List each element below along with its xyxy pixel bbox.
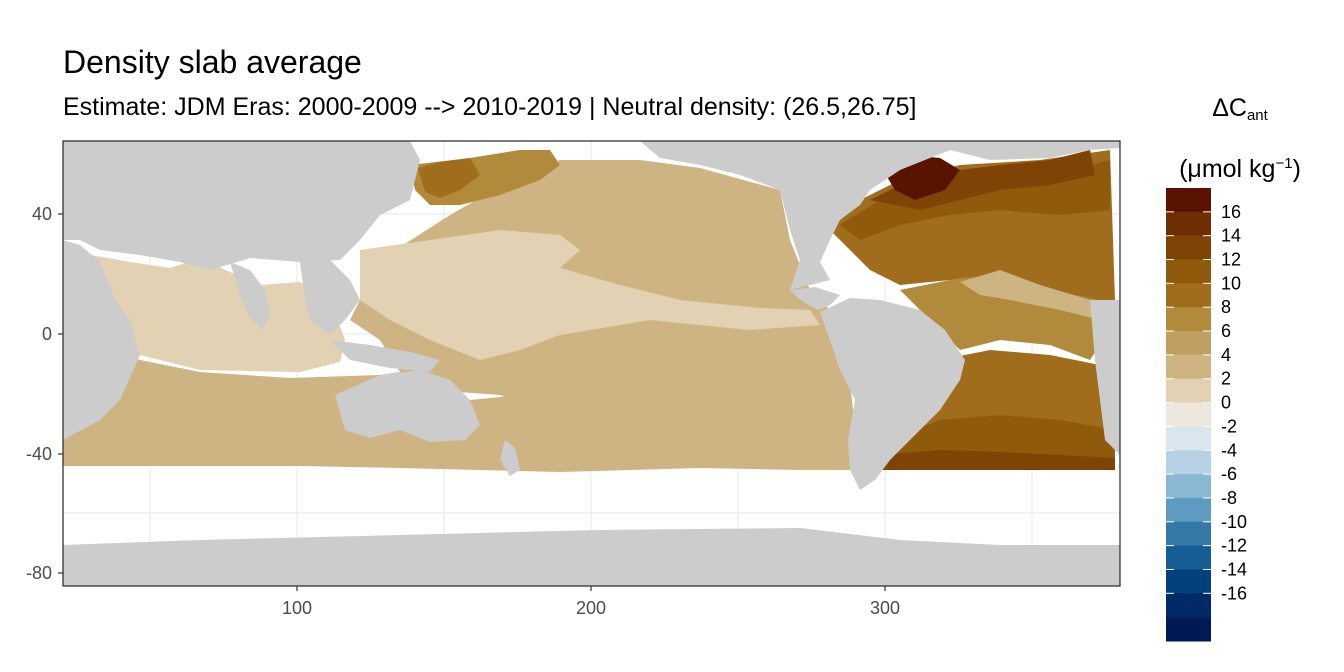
legend-color-swatch bbox=[1166, 378, 1211, 404]
legend-tick-label: -12 bbox=[1221, 536, 1247, 556]
legend-tick-label: 16 bbox=[1221, 202, 1241, 222]
australia bbox=[335, 370, 480, 442]
legend-tick-label: -10 bbox=[1221, 512, 1247, 532]
map-panel bbox=[63, 141, 1120, 586]
legend-tick-label: -2 bbox=[1221, 416, 1237, 436]
africa-east bbox=[63, 240, 140, 440]
legend-tick-label: -4 bbox=[1221, 440, 1237, 460]
y-tick-label: -40 bbox=[26, 444, 52, 464]
central-america bbox=[790, 287, 840, 310]
india bbox=[230, 262, 270, 330]
legend-symbol-sub: ant bbox=[1246, 107, 1268, 124]
legend-color-swatch bbox=[1166, 569, 1211, 594]
legend-tick-label: 0 bbox=[1221, 393, 1231, 413]
legend-symbol: ΔCant bbox=[1150, 84, 1330, 140]
legend-color-swatch bbox=[1166, 307, 1211, 332]
plot-subtitle: Estimate: JDM Eras: 2000-2009 --> 2010-2… bbox=[63, 93, 917, 121]
eurasia-africa bbox=[63, 141, 420, 270]
legend-tick-label: 10 bbox=[1221, 273, 1241, 293]
y-tick-label: 40 bbox=[32, 204, 52, 224]
plot-title: Density slab average bbox=[63, 44, 362, 80]
y-tick-label: -80 bbox=[26, 563, 52, 583]
legend-tick-labels: 16 14 12 10 8 6 4 2 0 -2 -4 -6 -8 -10 -12 -14 -16 bbox=[1221, 202, 1247, 603]
legend-tick-label: 8 bbox=[1221, 297, 1231, 317]
legend-tick-label: -14 bbox=[1221, 559, 1247, 579]
legend-unit-sup: −1 bbox=[1275, 155, 1293, 172]
legend-color-swatch bbox=[1166, 450, 1211, 475]
x-tick-label: 300 bbox=[870, 598, 900, 618]
legend-color-swatch bbox=[1166, 474, 1211, 499]
legend-symbol-text: ΔC bbox=[1212, 94, 1247, 122]
legend-color-swatch bbox=[1166, 211, 1211, 237]
axis-ticks bbox=[58, 213, 886, 591]
legend-tick-label: -8 bbox=[1221, 488, 1237, 508]
legend-color-swatch bbox=[1166, 617, 1211, 642]
antarctica bbox=[63, 528, 1120, 586]
legend-color-swatch bbox=[1166, 354, 1211, 380]
legend-tick-label: -6 bbox=[1221, 464, 1237, 484]
atlantic-light-tongue bbox=[960, 270, 1100, 320]
kuroshio-core bbox=[418, 158, 480, 198]
legend-unit-suffix: ) bbox=[1292, 155, 1301, 183]
legend-color-swatch bbox=[1166, 259, 1211, 284]
legend-tick-label: 14 bbox=[1221, 226, 1241, 246]
legend-unit: (μmol kg−1) bbox=[1150, 140, 1330, 193]
land-masses bbox=[63, 141, 1120, 586]
legend-color-swatch bbox=[1166, 402, 1211, 427]
south-america bbox=[820, 298, 965, 490]
legend-color-swatch bbox=[1166, 188, 1211, 213]
legend-color-swatch bbox=[1166, 545, 1211, 570]
legend-color-swatch bbox=[1166, 593, 1211, 618]
y-tick-label: 0 bbox=[42, 324, 52, 344]
legend-tick-label: 2 bbox=[1221, 369, 1231, 389]
x-tick-label: 200 bbox=[576, 598, 606, 618]
legend-color-swatch bbox=[1166, 426, 1211, 451]
legend-unit-prefix: (μmol kg bbox=[1179, 155, 1276, 183]
legend-tick-label: 12 bbox=[1221, 250, 1241, 270]
legend-colorbar bbox=[1166, 188, 1211, 642]
greenland bbox=[960, 141, 1060, 155]
new-zealand bbox=[500, 440, 520, 476]
pacific-tropical bbox=[360, 230, 820, 360]
legend-tick-label: 4 bbox=[1221, 345, 1231, 365]
southeast-asia bbox=[300, 260, 360, 335]
legend-tick-label: -16 bbox=[1221, 583, 1247, 603]
legend-color-swatch bbox=[1166, 283, 1211, 308]
indonesia bbox=[330, 340, 440, 372]
africa-west-coast bbox=[1090, 300, 1120, 455]
legend-color-swatch bbox=[1166, 497, 1211, 523]
legend-color-swatch bbox=[1166, 521, 1211, 547]
south-atlantic-darkest bbox=[880, 450, 1115, 470]
legend-title: ΔCant (μmol kg−1) bbox=[1150, 84, 1330, 193]
legend-tick-label: 6 bbox=[1221, 321, 1231, 341]
legend-color-swatch bbox=[1166, 235, 1211, 261]
legend-color-swatch bbox=[1166, 331, 1211, 356]
x-tick-label: 100 bbox=[282, 598, 312, 618]
north-america bbox=[640, 141, 1120, 290]
